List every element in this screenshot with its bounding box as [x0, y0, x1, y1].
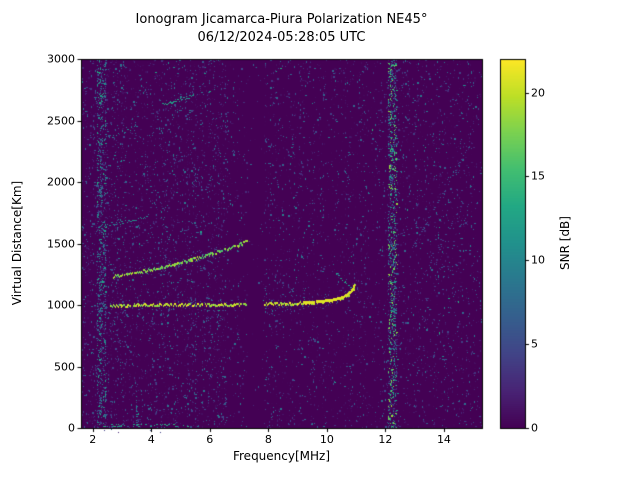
x-axis-label: Frequency[MHz] [232, 449, 331, 463]
colorbar-tick-label: 5 [531, 337, 538, 351]
y-tick-label: 3000 [47, 52, 75, 66]
x-tick-label: 2 [89, 433, 97, 446]
chart-subtitle: 06/12/2024-05:28:05 UTC [197, 30, 366, 45]
colorbar-tick-label: 20 [531, 86, 545, 100]
y-tick-label: 0 [68, 421, 75, 435]
y-axis-label: Virtual Distance[Km] [10, 180, 24, 306]
chart-title: Ionogram Jicamarca-Piura Polarization NE… [135, 12, 428, 27]
x-tick-label: 4 [147, 433, 155, 446]
y-tick-label: 1500 [47, 237, 75, 250]
x-tick-label: 10 [319, 433, 334, 446]
x-tick-label: 14 [436, 433, 451, 446]
x-tick-label: 12 [378, 433, 393, 446]
title-block: Ionogram Jicamarca-Piura Polarization NE… [81, 11, 482, 47]
colorbar-tick-label: 10 [531, 253, 545, 267]
y-tick-label: 1000 [47, 298, 75, 312]
colorbar-label: SNR [dB] [558, 216, 572, 270]
y-tick-label: 500 [54, 360, 75, 373]
colorbar-tick-label: 15 [531, 169, 545, 183]
x-tick-label: 6 [206, 433, 214, 446]
colorbar-tick-label: 0 [531, 421, 538, 435]
y-tick-label: 2500 [47, 114, 75, 127]
x-tick-label: 8 [264, 433, 272, 446]
y-tick-label: 2000 [47, 175, 75, 189]
